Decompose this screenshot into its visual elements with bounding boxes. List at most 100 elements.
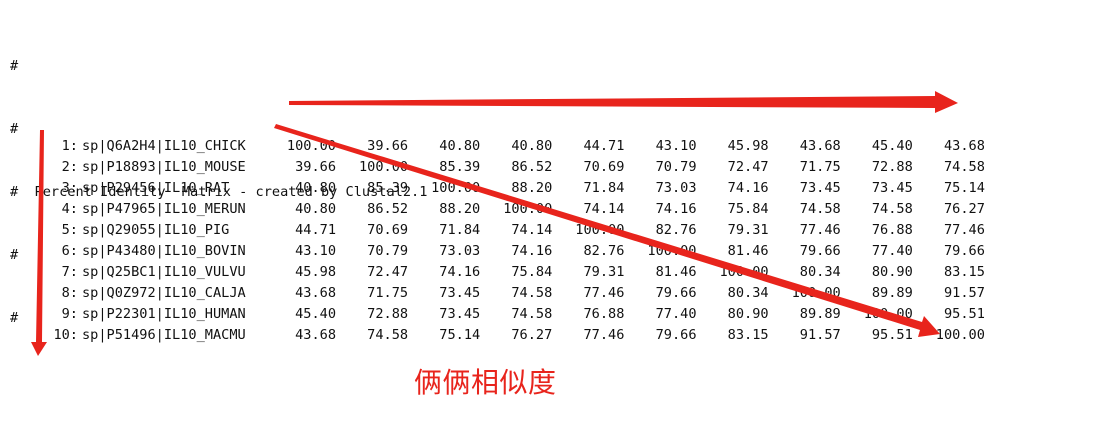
row-number: 8: [61, 285, 78, 301]
caption-pairwise-similarity: 俩俩相似度 [414, 366, 557, 399]
identity-value: 40.80 [439, 138, 481, 154]
identity-value: 75.14 [439, 327, 481, 343]
matrix-row: 10: sp|P51496|IL10_MACMU 43.68 74.58 75.14 76… [0, 325, 1000, 346]
identity-value: 85.39 [439, 159, 481, 175]
identity-value: 74.58 [511, 285, 553, 301]
row-number: 2: [61, 159, 78, 175]
identity-value: 95.51 [871, 327, 913, 343]
identity-value: 70.79 [367, 243, 409, 259]
identity-value: 71.84 [583, 180, 625, 196]
matrix-row: 5: sp|Q29055|IL10_PIG 44.71 70.69 71.84 74.14… [0, 220, 1000, 241]
identity-value: 76.27 [511, 327, 553, 343]
header-line: # [10, 121, 19, 137]
matrix-row: 9: sp|P22301|IL10_HUMAN 45.40 72.88 73.45 74.… [0, 304, 1000, 325]
identity-value: 79.66 [943, 243, 985, 259]
identity-value: 81.46 [655, 264, 697, 280]
identity-value: 79.66 [655, 285, 697, 301]
identity-value: 89.89 [799, 306, 841, 322]
identity-value: 45.40 [295, 306, 336, 322]
identity-value: 80.90 [727, 306, 769, 322]
identity-value: 74.58 [943, 159, 985, 175]
identity-value: 44.71 [295, 222, 336, 238]
identity-value: 75.84 [511, 264, 553, 280]
row-number: 9: [61, 306, 78, 322]
matrix-row: 6: sp|P43480|IL10_BOVIN 43.10 70.79 73.03 74.… [0, 241, 1000, 262]
identity-value: 82.76 [655, 222, 697, 238]
header-line: # [10, 247, 19, 263]
identity-value: 100.00 [791, 285, 841, 301]
identity-value: 43.68 [295, 327, 336, 343]
identity-value: 76.27 [943, 201, 985, 217]
identity-value: 77.46 [799, 222, 841, 238]
identity-value: 70.69 [367, 222, 409, 238]
identity-value: 100.00 [286, 138, 336, 154]
sequence-label: sp|Q29055|IL10_PIG [82, 222, 230, 238]
identity-value: 75.84 [727, 201, 769, 217]
header-line: # [10, 58, 19, 74]
identity-value: 74.58 [871, 201, 913, 217]
identity-value: 83.15 [727, 327, 769, 343]
identity-value: 73.45 [439, 285, 481, 301]
matrix-row: 4: sp|P47965|IL10_MERUN 40.80 86.52 88.20 100… [0, 199, 1000, 220]
identity-value: 43.68 [295, 285, 336, 301]
identity-value: 72.47 [727, 159, 769, 175]
identity-value: 100.00 [575, 222, 625, 238]
row-number: 10: [53, 327, 78, 343]
identity-value: 77.40 [871, 243, 913, 259]
identity-value: 39.66 [367, 138, 409, 154]
identity-value: 100.00 [863, 306, 913, 322]
row-number: 6: [61, 243, 78, 259]
identity-value: 79.66 [799, 243, 841, 259]
identity-value: 71.84 [439, 222, 481, 238]
identity-value: 40.80 [295, 180, 336, 196]
identity-value: 74.16 [655, 201, 697, 217]
identity-value: 82.76 [583, 243, 625, 259]
identity-value: 76.88 [583, 306, 625, 322]
matrix-row: 8: sp|Q0Z972|IL10_CALJA 43.68 71.75 73.45 74.… [0, 283, 1000, 304]
identity-value: 45.40 [871, 138, 913, 154]
sequence-label: sp|P22301|IL10_HUMAN [82, 306, 246, 322]
identity-value: 43.10 [655, 138, 697, 154]
identity-value: 73.45 [439, 306, 481, 322]
identity-value: 79.31 [583, 264, 625, 280]
identity-value: 73.03 [439, 243, 481, 259]
sequence-label: sp|Q0Z972|IL10_CALJA [82, 285, 246, 301]
identity-value: 91.57 [943, 285, 985, 301]
row-number: 1: [61, 138, 78, 154]
identity-value: 43.10 [295, 243, 336, 259]
matrix-row: 7: sp|Q25BC1|IL10_VULVU 45.98 72.47 74.16 75.… [0, 262, 1000, 283]
identity-value: 40.80 [295, 201, 336, 217]
identity-value: 39.66 [295, 159, 336, 175]
identity-value: 40.80 [511, 138, 553, 154]
sequence-label: sp|P29456|IL10_RAT [82, 180, 230, 196]
identity-value: 77.46 [943, 222, 985, 238]
sequence-label: sp|P43480|IL10_BOVIN [82, 243, 246, 259]
identity-value: 72.47 [367, 264, 409, 280]
identity-value: 74.58 [367, 327, 409, 343]
identity-value: 95.51 [943, 306, 985, 322]
identity-value: 80.34 [727, 285, 769, 301]
identity-value: 100.00 [647, 243, 697, 259]
identity-value: 71.75 [799, 159, 841, 175]
identity-value: 44.71 [583, 138, 625, 154]
identity-value: 74.16 [727, 180, 769, 196]
identity-value: 74.58 [799, 201, 841, 217]
matrix-row: 3: sp|P29456|IL10_RAT 40.80 85.39 100.00 88.2… [0, 178, 1000, 199]
identity-value: 80.34 [799, 264, 841, 280]
identity-value: 80.90 [871, 264, 913, 280]
identity-value: 74.58 [511, 306, 553, 322]
sequence-label: sp|P51496|IL10_MACMU [82, 327, 246, 343]
identity-value: 91.57 [799, 327, 841, 343]
identity-value: 75.14 [943, 180, 985, 196]
identity-value: 74.16 [511, 243, 553, 259]
sequence-label: sp|P18893|IL10_MOUSE [82, 159, 246, 175]
row-number: 3: [61, 180, 78, 196]
identity-value: 100.00 [503, 201, 553, 217]
identity-value: 72.88 [871, 159, 913, 175]
matrix-row: 1: sp|Q6A2H4|IL10_CHICK 100.00 39.66 40.80 40… [0, 136, 1000, 157]
identity-value: 43.68 [943, 138, 985, 154]
identity-value: 100.00 [935, 327, 985, 343]
identity-value: 72.88 [367, 306, 409, 322]
row-number: 7: [61, 264, 78, 280]
identity-value: 45.98 [295, 264, 336, 280]
